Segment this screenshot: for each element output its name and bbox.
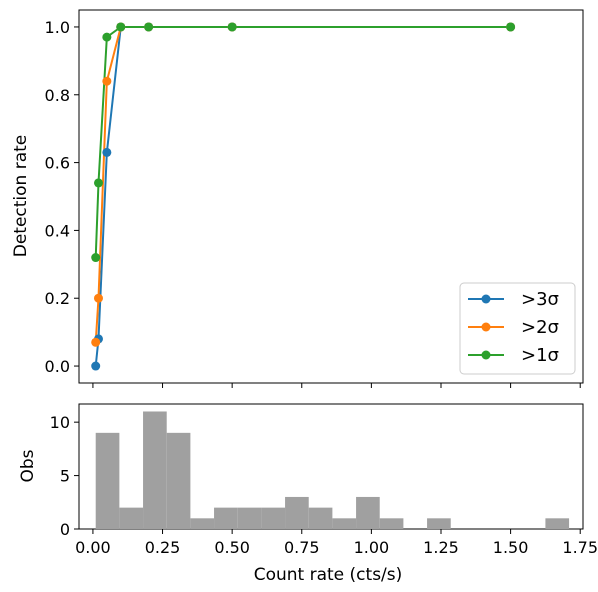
count-rate-x-axis-label: Count rate (cts/s) [254,565,403,585]
series-2-point [227,22,237,32]
top-y-tick-label: 0.6 [45,154,70,173]
series-line-0 [94,25,511,367]
bottom-x-tick-label: 1.25 [423,538,459,557]
observations-y-axis-label: Obs [18,449,38,482]
top-y-tick-label: 0.8 [45,86,70,105]
series-2-point [91,253,101,263]
histogram-bar [166,432,191,529]
series-2-point [116,22,126,32]
series-0-point [91,361,101,371]
series-1-point [93,293,103,303]
bottom-x-tick-label: 0.00 [75,538,111,557]
legend-label-2: >1σ [521,345,559,366]
bottom-y-tick-label: 10 [50,413,70,432]
histogram-bar [308,507,333,529]
legend-frame [459,282,576,375]
histogram-bar [261,507,286,529]
observations-histogram-panel: 0.00 0.25 0.50 0.75 1.00 1.25 1.50 1.75 0 5 10 Obs… [18,403,598,585]
legend-label-0: >3σ [521,289,559,310]
histogram-bar [190,518,215,529]
top-y-tick-label: 0.0 [45,357,70,376]
top-y-tick-label: 0.4 [45,221,70,240]
histogram-bar [356,496,380,529]
histogram-bar [95,432,120,529]
bottom-x-tick-label: 1.75 [562,538,598,557]
detection-rate-panel: 0.0 0.2 0.4 0.6 0.8 1.0 Detection rate >3σ >2σ… [11,9,584,388]
bottom-x-tick-label: 0.50 [214,538,250,557]
histogram-bar [379,518,404,529]
bottom-x-tick-label: 1.00 [354,538,390,557]
detection-rate-axes-frame [78,9,584,384]
series-2-point [102,32,112,42]
bottom-y-tick-label: 0 [60,520,70,539]
series-2-point [144,22,154,32]
series-0-point [102,147,112,157]
series-1-point [91,337,101,347]
observations-histogram-bars [95,411,570,529]
legend-marker-0 [481,294,491,304]
bottom-x-tick-label: 1.50 [493,538,529,557]
histogram-bar [427,518,451,529]
bottom-x-tick-label: 0.25 [145,538,181,557]
detection-rate-series [91,22,516,371]
histogram-bar [214,507,238,529]
observations-ticks: 0.00 0.25 0.50 0.75 1.00 1.25 1.50 1.75 0 5 10 [50,413,598,557]
series-line-2 [94,25,511,258]
series-2-point [93,178,103,188]
legend-marker-1 [481,322,491,332]
bottom-y-tick-label: 5 [60,467,70,486]
series-2-point [506,22,516,32]
detection-rate-y-axis-label: Detection rate [11,135,31,258]
bottom-x-tick-label: 0.75 [284,538,320,557]
top-y-tick-label: 1.0 [45,18,70,37]
histogram-bar [119,507,144,529]
top-y-tick-label: 0.2 [45,289,70,308]
histogram-bar [545,518,570,529]
legend-marker-2 [481,350,491,360]
series-line-1 [94,25,511,343]
detection-rate-ticks: 0.0 0.2 0.4 0.6 0.8 1.0 [45,18,581,388]
series-1-point [102,76,112,86]
legend: >3σ >2σ >1σ [459,282,576,375]
histogram-bar [285,496,309,529]
histogram-bar [332,518,357,529]
legend-label-1: >2σ [521,317,559,338]
histogram-bar [237,507,262,529]
histogram-bar [143,411,167,529]
